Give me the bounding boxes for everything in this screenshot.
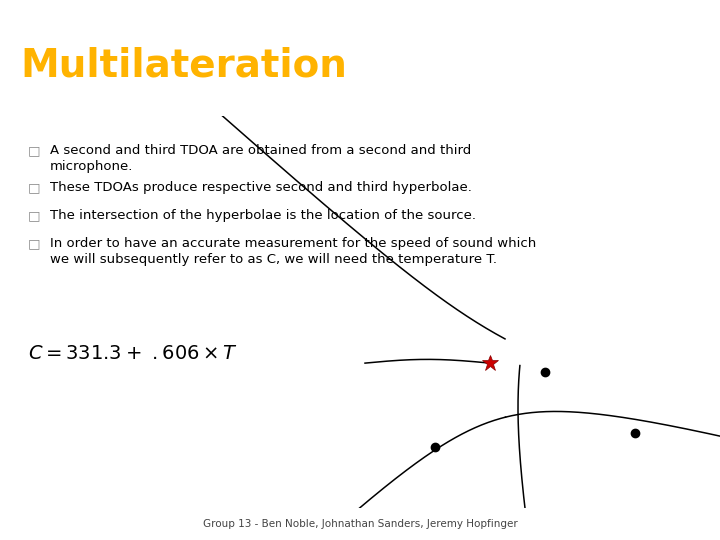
- Text: □: □: [28, 210, 40, 222]
- Text: In order to have an accurate measurement for the speed of sound which: In order to have an accurate measurement…: [50, 237, 536, 250]
- Text: Multilateration: Multilateration: [20, 46, 347, 84]
- Text: The intersection of the hyperbolae is the location of the source.: The intersection of the hyperbolae is th…: [50, 210, 476, 222]
- Text: $\mathit{C} = 331.3 + \ .606 \times \mathit{T}$: $\mathit{C} = 331.3 + \ .606 \times \mat…: [28, 345, 238, 363]
- Text: we will subsequently refer to as C, we will need the temperature T.: we will subsequently refer to as C, we w…: [50, 253, 497, 266]
- Text: □: □: [28, 144, 40, 157]
- Text: □: □: [28, 181, 40, 194]
- Text: These TDOAs produce respective second and third hyperbolae.: These TDOAs produce respective second an…: [50, 181, 472, 194]
- Text: microphone.: microphone.: [50, 160, 133, 173]
- Text: A second and third TDOA are obtained from a second and third: A second and third TDOA are obtained fro…: [50, 144, 472, 157]
- Text: Group 13 - Ben Noble, Johnathan Sanders, Jeremy Hopfinger: Group 13 - Ben Noble, Johnathan Sanders,…: [202, 519, 518, 529]
- Text: □: □: [28, 237, 40, 250]
